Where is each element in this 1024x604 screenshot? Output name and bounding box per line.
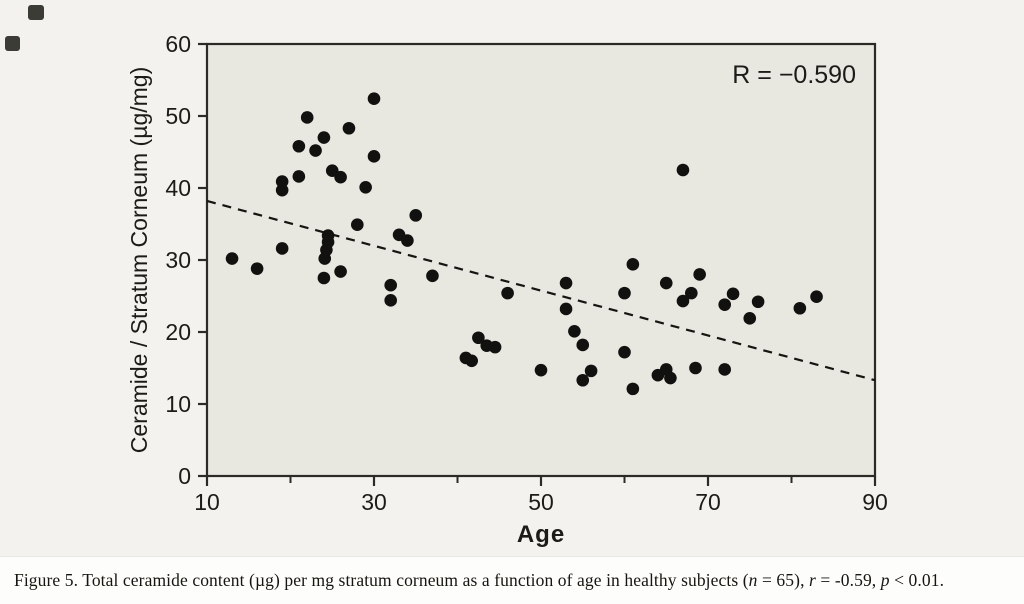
data-point	[317, 131, 331, 144]
data-point	[275, 183, 289, 197]
data-point	[334, 170, 347, 184]
data-point	[726, 287, 740, 301]
y-tick-label: 60	[165, 31, 191, 57]
data-point	[384, 294, 398, 307]
data-point	[488, 340, 502, 354]
data-point	[321, 229, 335, 242]
data-point	[359, 180, 372, 194]
figure-caption-text: Figure 5. Total ceramide content (µg) pe…	[14, 570, 945, 590]
data-point	[292, 139, 306, 153]
data-point	[793, 301, 807, 315]
y-tick-label: 30	[165, 247, 191, 273]
data-point	[559, 302, 573, 316]
data-point	[275, 242, 289, 255]
x-tick-label: 90	[862, 489, 888, 515]
x-tick-label: 70	[695, 489, 721, 515]
data-point	[810, 290, 823, 304]
data-point	[472, 331, 485, 345]
data-point	[292, 170, 306, 183]
data-point	[384, 278, 398, 292]
plot-frame	[205, 42, 877, 478]
data-point	[743, 312, 757, 325]
data-point	[351, 218, 364, 232]
x-tick-label: 30	[361, 489, 387, 515]
y-tick-label: 10	[165, 391, 191, 417]
data-point	[576, 338, 590, 352]
data-point	[309, 144, 322, 157]
figure-caption: Figure 5. Total ceramide content (µg) pe…	[0, 556, 1024, 604]
data-point	[300, 111, 314, 124]
data-point	[576, 373, 590, 387]
x-tick-label: 10	[194, 489, 220, 515]
x-tick-label: 50	[528, 489, 554, 515]
correlation-annotation: R = −0.590	[732, 61, 856, 89]
data-point	[534, 363, 548, 377]
data-point	[618, 345, 631, 359]
figure-5-chart-area: 0 10 20 30 40 50 60 10 30 50 70 90 R = −0.590 Age Cera…	[126, 31, 888, 548]
y-tick-label: 50	[165, 103, 191, 129]
data-point	[250, 262, 264, 275]
data-point	[367, 92, 381, 106]
data-point	[465, 354, 478, 368]
data-point	[367, 150, 381, 163]
data-point	[718, 298, 731, 311]
screenshot-artifact-square	[5, 36, 20, 51]
data-point	[342, 121, 356, 135]
data-point	[676, 294, 690, 308]
data-point	[685, 286, 698, 300]
y-tick-label: 0	[178, 463, 191, 489]
data-point	[659, 276, 673, 290]
data-point	[676, 163, 690, 177]
data-point	[501, 286, 514, 300]
data-point	[334, 265, 347, 278]
y-tick-label: 20	[165, 319, 191, 345]
x-axis-title: Age	[517, 521, 565, 548]
data-point	[275, 175, 289, 188]
data-point	[664, 371, 677, 385]
screenshot-artifact-square	[28, 5, 44, 20]
data-point	[225, 252, 239, 265]
data-point	[409, 209, 423, 222]
data-point	[751, 295, 765, 309]
y-tick-label: 40	[165, 175, 191, 201]
y-axis-title: Ceramide / Stratum Corneum (µg/mg)	[126, 67, 152, 453]
data-point	[618, 286, 631, 300]
data-point	[718, 363, 731, 376]
data-point	[317, 271, 331, 285]
data-point	[689, 361, 702, 375]
data-point	[568, 324, 581, 338]
data-point	[401, 234, 414, 247]
data-point	[426, 269, 439, 283]
data-point	[559, 276, 573, 290]
data-point	[626, 382, 640, 396]
data-point	[693, 268, 706, 281]
data-point	[626, 258, 640, 271]
data-point	[584, 364, 598, 378]
regression-line	[206, 199, 876, 382]
